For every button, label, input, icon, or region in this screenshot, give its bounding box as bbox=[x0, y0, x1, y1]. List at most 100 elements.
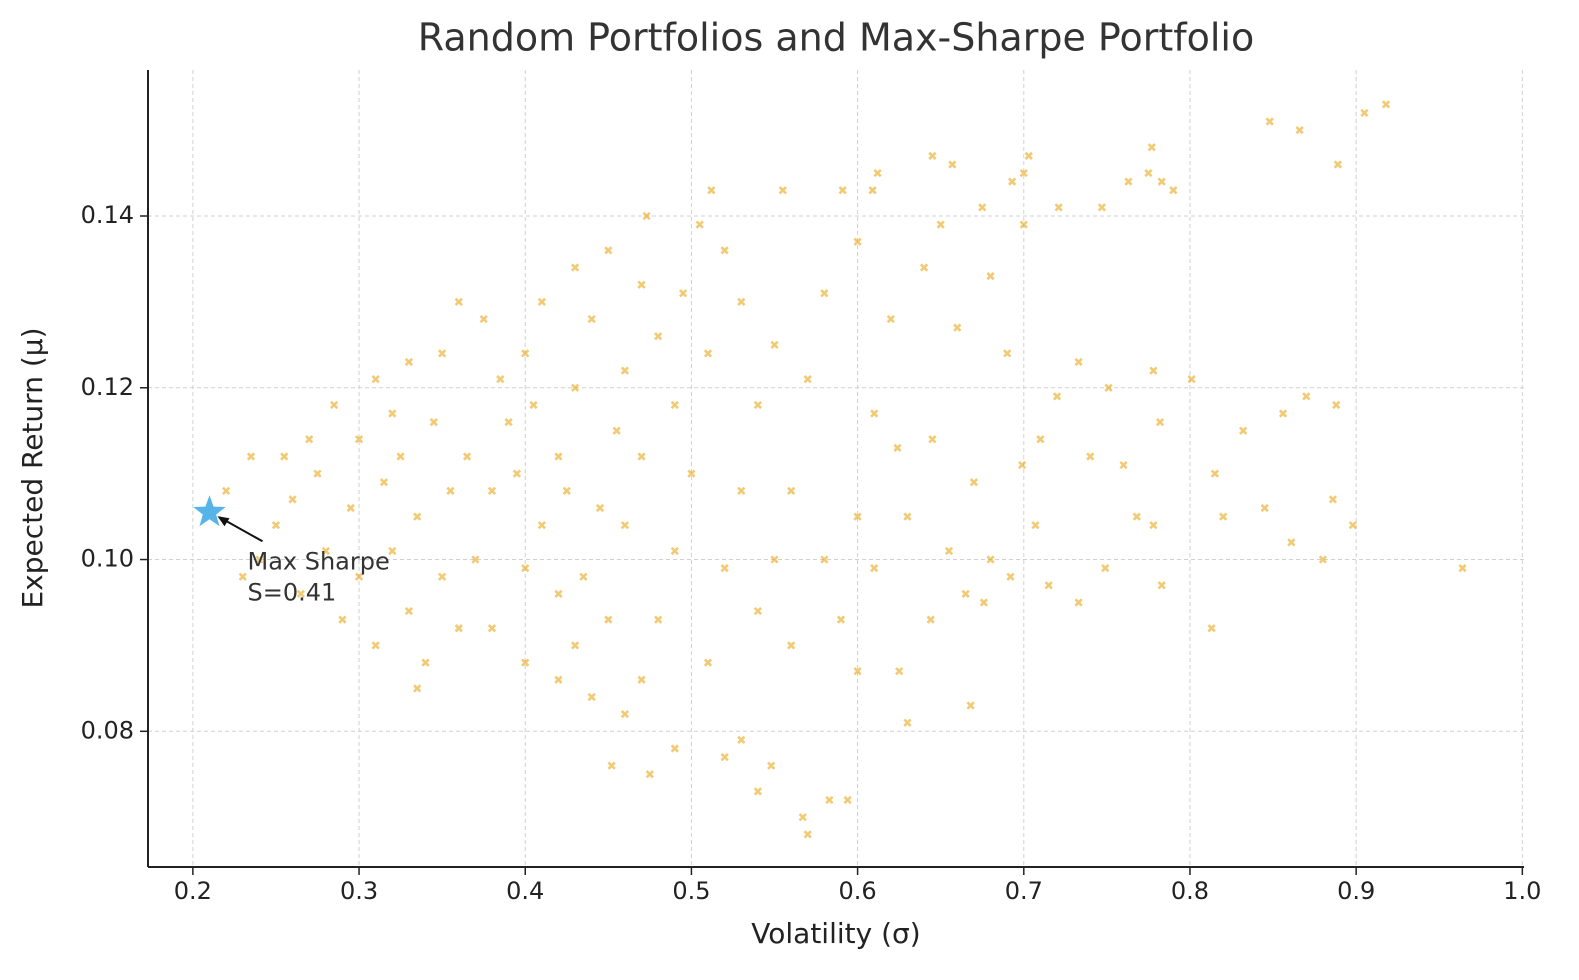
scatter-point bbox=[462, 452, 472, 461]
scatter-point bbox=[678, 289, 688, 298]
scatter-point bbox=[803, 375, 812, 384]
scatter-point bbox=[868, 186, 877, 195]
scatter-point bbox=[753, 606, 763, 616]
x-tick-label: 0.9 bbox=[1337, 877, 1375, 905]
scatter-point bbox=[587, 692, 596, 702]
scatter-point bbox=[853, 512, 862, 521]
scatter-point bbox=[1169, 186, 1178, 195]
scatter-point bbox=[521, 349, 530, 358]
scatter-point bbox=[1074, 357, 1083, 367]
scatter-point bbox=[504, 418, 513, 427]
scatter-point bbox=[1054, 203, 1063, 212]
scatter-point bbox=[978, 203, 987, 212]
scatter-point bbox=[438, 572, 447, 581]
scatter-point bbox=[595, 503, 605, 513]
scatter-point bbox=[620, 366, 630, 375]
scatter-point bbox=[1219, 512, 1228, 521]
scatter-point bbox=[637, 675, 646, 684]
scatter-point bbox=[720, 246, 729, 255]
chart-title: Random Portfolios and Max-Sharpe Portfol… bbox=[418, 16, 1254, 60]
scatter-point bbox=[429, 418, 438, 427]
scatter-point bbox=[753, 400, 763, 410]
scatter-point bbox=[521, 564, 530, 573]
scatter-point bbox=[787, 486, 796, 495]
scatter-point bbox=[471, 555, 480, 564]
annotation-text: S=0.41 bbox=[247, 578, 336, 606]
y-tick-label: 0.08 bbox=[81, 716, 134, 744]
scatter-point bbox=[737, 735, 746, 745]
scatter-point bbox=[512, 469, 522, 478]
scatter-point bbox=[787, 641, 796, 650]
scatter-point bbox=[1144, 168, 1153, 178]
scatter-point bbox=[1086, 452, 1095, 461]
scatter-point bbox=[637, 452, 646, 461]
scatter-point bbox=[1278, 409, 1288, 418]
scatter-point bbox=[966, 701, 975, 710]
scatter-point bbox=[687, 469, 696, 478]
scatter-point bbox=[903, 512, 912, 521]
scatter-point bbox=[487, 624, 497, 633]
x-tick-label: 0.2 bbox=[174, 877, 212, 905]
x-tick-label: 0.5 bbox=[672, 877, 710, 905]
scatter-point bbox=[1360, 108, 1369, 118]
scatter-point bbox=[529, 400, 538, 410]
scatter-point bbox=[820, 555, 829, 564]
scatter-point bbox=[1302, 392, 1311, 401]
scatter-point bbox=[637, 280, 646, 289]
scatter-point bbox=[454, 297, 463, 307]
scatter-point bbox=[379, 478, 389, 487]
scatter-point bbox=[487, 486, 497, 495]
scatter-point bbox=[1328, 495, 1338, 504]
scatter-point bbox=[1044, 581, 1053, 590]
scatter-point bbox=[895, 667, 904, 676]
scatter-point bbox=[1318, 555, 1328, 564]
scatter-point bbox=[562, 486, 571, 495]
y-tick-label: 0.12 bbox=[81, 373, 134, 401]
scatter-point bbox=[642, 211, 651, 221]
scatter-point bbox=[296, 589, 306, 599]
max-sharpe-star bbox=[193, 495, 226, 527]
scatter-point bbox=[1074, 598, 1083, 607]
scatter-point bbox=[1018, 460, 1027, 470]
scatter-point bbox=[1101, 564, 1110, 573]
scatter-point bbox=[820, 289, 829, 298]
scatter-point bbox=[1052, 392, 1062, 401]
scatter-point bbox=[843, 795, 852, 805]
scatter-point bbox=[271, 521, 281, 530]
scatter-point bbox=[737, 486, 746, 495]
scatter-point bbox=[670, 744, 679, 753]
scatter-point bbox=[371, 641, 380, 650]
scatter-point bbox=[1348, 521, 1357, 530]
scatter-point bbox=[1149, 521, 1158, 530]
x-tick-label: 0.4 bbox=[506, 877, 544, 905]
scatter-point bbox=[246, 452, 256, 461]
scatter-point bbox=[870, 564, 879, 573]
scatter-point bbox=[413, 684, 422, 693]
scatter-point bbox=[1381, 100, 1391, 109]
scatter-point bbox=[1097, 203, 1107, 212]
scatter-point bbox=[720, 564, 729, 573]
scatter-point bbox=[280, 452, 289, 461]
scatter-point bbox=[703, 349, 713, 358]
scatter-point bbox=[371, 375, 380, 384]
scatter-point bbox=[1207, 624, 1216, 633]
scatter-point bbox=[778, 186, 787, 195]
scatter-point bbox=[1155, 418, 1165, 427]
scatter-point bbox=[1132, 512, 1141, 521]
scatter-point bbox=[803, 830, 812, 839]
scatter-point bbox=[305, 435, 314, 444]
scatter-point bbox=[1260, 503, 1269, 513]
scatter-point bbox=[703, 658, 713, 667]
scatter-point bbox=[554, 452, 563, 461]
scatter-point bbox=[396, 452, 405, 461]
scatter-point bbox=[346, 503, 355, 513]
scatter-point bbox=[670, 400, 679, 410]
x-tick-label: 0.7 bbox=[1005, 877, 1043, 905]
scatter-point bbox=[537, 521, 546, 530]
x-tick-label: 0.8 bbox=[1171, 877, 1209, 905]
scatter-point bbox=[620, 710, 630, 719]
scatter-point bbox=[654, 615, 663, 624]
scatter-point bbox=[737, 297, 746, 307]
scatter-point bbox=[1239, 426, 1248, 435]
